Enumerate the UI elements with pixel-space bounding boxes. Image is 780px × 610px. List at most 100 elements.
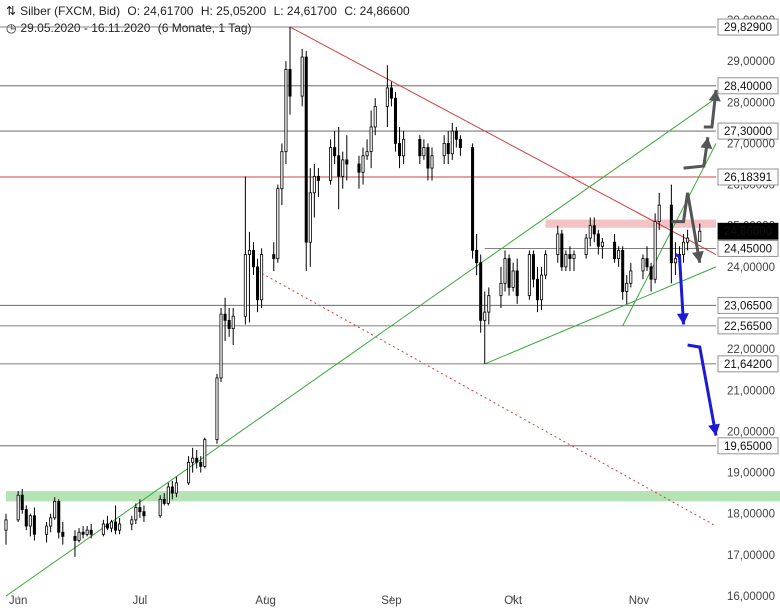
candle-body [487, 295, 491, 313]
y-tick-label: 29,00000 [727, 56, 775, 68]
candle-body [475, 249, 479, 264]
scenario-arrow-blue [674, 253, 686, 325]
date-range: 29.05.2020 - 16.11.2020 [20, 21, 151, 35]
candle-body [109, 521, 114, 529]
candle-body [507, 258, 511, 288]
level-lines [0, 26, 716, 447]
candle-body [195, 457, 199, 463]
level-label-box [717, 168, 779, 186]
candle-body [402, 138, 406, 157]
scenario-arrow-gray [683, 137, 710, 170]
candle-body [471, 147, 475, 251]
candle-body [568, 254, 572, 260]
candle-body [641, 258, 645, 272]
candle-body [304, 56, 308, 243]
candle-body [4, 519, 8, 531]
y-tick-label: 22,00000 [727, 344, 775, 356]
candle-body [284, 68, 288, 153]
candle-body [247, 249, 251, 255]
chart-type-icon: ⇅ [6, 4, 17, 18]
candle-body [288, 68, 292, 97]
candle-body [357, 163, 361, 173]
candle-body [625, 282, 629, 292]
level-labels: 29,82900 28,40000 27,30000 26,18391 24,86600… [717, 18, 779, 455]
candle-body [361, 155, 365, 173]
candle-body [430, 155, 434, 169]
candle-body [333, 147, 337, 157]
y-tick-label: 19,00000 [727, 468, 775, 480]
candle-body [657, 204, 661, 222]
y-tick-label: 27,00000 [727, 138, 775, 150]
candle-body [276, 188, 280, 260]
level-label: 24,45000 [724, 243, 772, 255]
scenario-arrow-gray [671, 192, 702, 264]
level-label: 26,18391 [724, 172, 772, 184]
candle-body [203, 439, 207, 467]
level-label: 28,40000 [724, 81, 772, 93]
candle-body [89, 529, 93, 535]
candle-body [118, 523, 122, 531]
current-price-label: 24,86600 [724, 226, 772, 238]
candle-body [479, 262, 483, 321]
x-tick-label: Nov [629, 595, 650, 607]
candle-body [272, 254, 276, 260]
candle-body [511, 270, 515, 288]
candle-body [20, 494, 24, 511]
candle-body [584, 237, 588, 255]
candle-body [645, 258, 649, 268]
y-tick-label: 28,00000 [727, 97, 775, 109]
y-tick-label: 20,00000 [727, 426, 775, 438]
candle-body [499, 282, 503, 297]
candle-body [316, 175, 320, 181]
candle-body [588, 225, 592, 239]
clock-icon: ◷ [6, 21, 17, 35]
candle-body [24, 509, 28, 527]
level-label-box [717, 77, 779, 95]
low-value: L: 24,61700 [273, 4, 337, 18]
candle-body [483, 311, 487, 321]
candle-body [564, 254, 568, 268]
period-label: (6 Monate, 1 Tag) [157, 21, 252, 35]
candle-body [621, 249, 625, 292]
candle-body [256, 266, 260, 301]
x-tick-label: Sep [381, 595, 401, 607]
candle-body [682, 241, 686, 255]
x-tick-label: Jul [133, 595, 148, 607]
level-label-box [717, 437, 779, 455]
trendline-channel [257, 270, 717, 527]
candle-body [592, 225, 596, 235]
candle-body [389, 87, 393, 99]
y-tick-label: 24,00000 [727, 262, 775, 274]
trendline-support [484, 266, 717, 365]
candle-body [45, 525, 49, 535]
candle-body [158, 498, 162, 517]
candle-body [385, 87, 389, 107]
level-label: 21,64200 [724, 359, 772, 371]
candle-body [446, 143, 450, 155]
level-label: 19,65000 [724, 441, 772, 453]
candle-body [223, 313, 227, 321]
candle-body [345, 159, 349, 165]
candle-body [101, 523, 105, 535]
level-label-box [717, 355, 779, 373]
candle-body [138, 507, 142, 513]
y-tick-label: 16,00000 [727, 591, 775, 603]
candle-body [527, 254, 531, 297]
candle-body [393, 97, 398, 144]
level-label-box [717, 18, 779, 36]
trendline-support [622, 143, 717, 327]
candle-body [191, 457, 195, 463]
candle-body [398, 143, 402, 157]
candle-body [422, 147, 426, 157]
candle-body [114, 521, 118, 531]
candle-body [28, 515, 32, 527]
candle-body [174, 482, 178, 494]
candle-body [369, 126, 373, 153]
level-label-box [717, 239, 779, 257]
candle-body [365, 151, 369, 157]
candle-body [373, 106, 377, 128]
arrow-head [708, 423, 720, 436]
open-value: O: 24,61700 [127, 4, 194, 18]
candle-body [77, 531, 81, 541]
